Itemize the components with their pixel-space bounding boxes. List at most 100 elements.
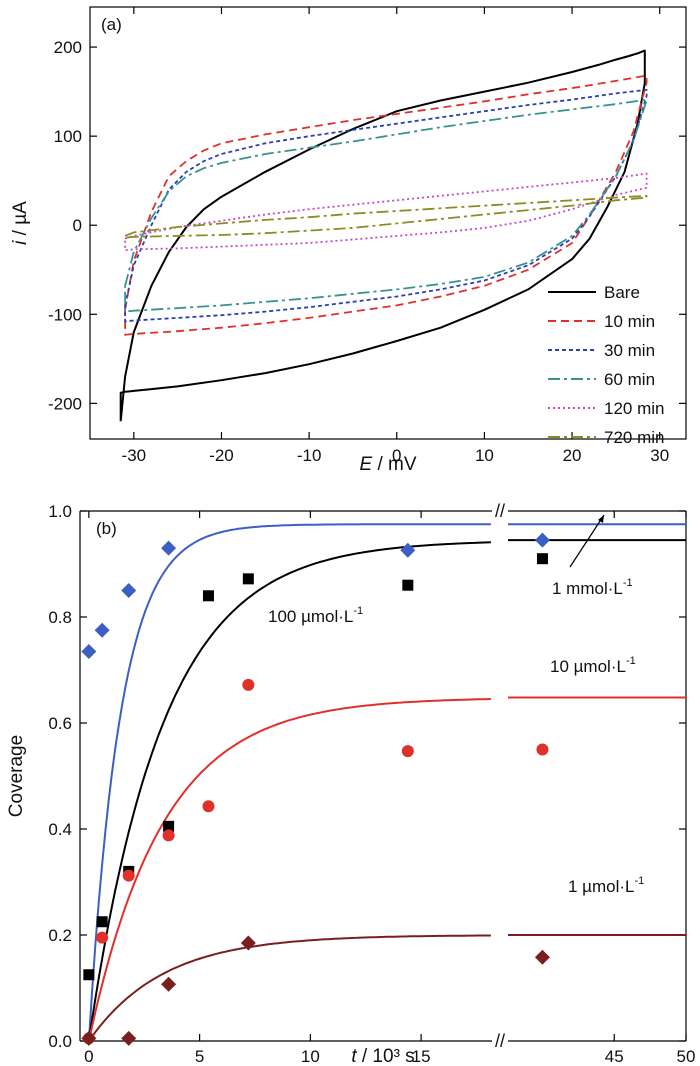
legend-label: Bare [604, 283, 640, 302]
panel-a-y-axis-unit: / µA [10, 201, 31, 241]
panel-a-x-tick-label: 20 [563, 446, 582, 465]
data-point-square [242, 573, 254, 585]
panel-a-y-tick-label: -100 [48, 305, 82, 324]
data-point-square [96, 916, 108, 928]
panel-a-x-axis-unit: / mV [372, 454, 417, 475]
legend-label: 30 min [604, 341, 655, 360]
panel-b-x-tick-label: 45 [605, 1047, 624, 1066]
annotation-1umol-main: 1 µmol·L [568, 877, 634, 896]
panel-a-y-tick-label: 200 [54, 38, 82, 57]
data-point-diamond [534, 532, 550, 548]
fit-curve [87, 541, 491, 1042]
axis-break-bottom: // [495, 1031, 505, 1051]
panel-a-x-tick-label: -20 [209, 446, 234, 465]
fit-curve [87, 698, 491, 1042]
panel-b-y-tick-label: 1.0 [48, 502, 72, 521]
data-point-circle [96, 931, 109, 944]
legend-label: 60 min [604, 370, 655, 389]
panel-b-plot-frame [79, 510, 687, 1042]
data-point-square [163, 820, 175, 832]
panel-b-x-tick-label: 15 [412, 1047, 431, 1066]
panel-b-x-tick-label: 5 [195, 1047, 204, 1066]
data-point-circle [202, 800, 215, 813]
data-point-square [536, 553, 548, 565]
data-point-circle [242, 678, 255, 691]
panel-a-x-tick-label: -10 [297, 446, 322, 465]
panel-a-label: (a) [101, 15, 122, 34]
panel-a-x-tick-label: 10 [475, 446, 494, 465]
annotation-100umol: 100 µmol·L-1 [268, 605, 363, 626]
data-point-diamond [121, 583, 137, 598]
panel-a-x-tick-label: 30 [650, 446, 669, 465]
cv-curve-60-min [124, 98, 648, 313]
data-point-circle [122, 869, 135, 882]
data-point-circle [162, 829, 175, 842]
panel-a-legend: Bare 10 min 30 min 60 min 120 min 720 min [548, 283, 664, 447]
panel-a-y-tick-label: 0 [73, 216, 82, 235]
annotation-100umol-main: 100 µmol·L [268, 607, 353, 626]
data-point-circle [401, 745, 414, 758]
data-point-square [402, 579, 414, 591]
panel-b-y-tick-label: 0.2 [48, 926, 72, 945]
panel-a-curves [119, 49, 648, 422]
fit-curve [88, 934, 491, 1042]
cv-curve-bare [119, 49, 646, 422]
data-point-diamond [81, 643, 97, 659]
panel-b-x-tick-label: 50 [677, 1047, 696, 1066]
cv-curve-120-min [124, 172, 648, 252]
panel-b-y-tick-label: 0.8 [48, 608, 72, 627]
annotation-100umol-sup: -1 [353, 605, 363, 617]
annotation-1umol: 1 µmol·L-1 [568, 875, 644, 896]
panel-b-y-axis-title: Coverage [6, 735, 27, 817]
panel-b-x-tick-label: 10 [301, 1047, 320, 1066]
panel-b-y-tick-label: 0.0 [48, 1032, 72, 1051]
annotation-arrow-line [569, 514, 605, 568]
annotation-10umol-sup: -1 [626, 655, 636, 667]
panel-b-x-axis-title: t / 10³ s [351, 1046, 414, 1066]
legend-label: 120 min [604, 399, 664, 418]
legend-label: 720 min [604, 428, 664, 447]
data-point-diamond [240, 935, 256, 951]
panel-b-x-tick-label: 0 [84, 1047, 93, 1066]
panel-a-plot-frame [89, 6, 687, 440]
panel-b-y-tick-label: 0.6 [48, 714, 72, 733]
data-point-diamond [81, 1030, 97, 1046]
data-point-circle [536, 743, 549, 756]
fit-curve [87, 523, 491, 1042]
annotation-1umol-sup: -1 [634, 875, 644, 887]
axis-break-top: // [495, 501, 505, 521]
data-point-diamond [534, 949, 550, 965]
panel-b-fit-curves [87, 523, 686, 1042]
data-point-square [202, 590, 214, 602]
panel-b-y-tick-label: 0.4 [48, 820, 72, 839]
panel-b: // // 0 5 10 15 45 50 0.0 0.2 0.4 0.6 0.8 1.0 (b) 1… [6, 501, 695, 1066]
axis-break-top-text: // [495, 501, 505, 521]
annotation-1mmol-sup: -1 [623, 577, 633, 589]
panel-a-x-axis-var: E [359, 454, 372, 475]
annotation-1mmol-main: 1 mmol·L [552, 579, 623, 598]
panel-a-x-tick-label: -30 [122, 446, 147, 465]
data-point-diamond [161, 976, 177, 992]
annotation-10umol-main: 10 µmol·L [550, 657, 626, 676]
panel-a-y-tick-label: 100 [54, 127, 82, 146]
panel-b-x-axis-unit: / 10³ s [357, 1046, 415, 1066]
panel-a-y-tick-label: -200 [48, 394, 82, 413]
panel-b-ticks: 0 5 10 15 45 50 0.0 0.2 0.4 0.6 0.8 1.0 [48, 502, 695, 1066]
axis-break-bottom-text: // [495, 1031, 505, 1051]
panel-a-x-axis-title: E / mV [359, 454, 416, 475]
panel-b-data-points [81, 532, 550, 1046]
cv-curve-720-min [124, 194, 648, 239]
cv-curve-10-min [124, 74, 648, 336]
panel-a-y-axis-var: i [10, 240, 31, 245]
legend-label: 10 min [604, 312, 655, 331]
annotation-1mmol: 1 mmol·L-1 [552, 577, 633, 598]
annotation-10umol: 10 µmol·L-1 [550, 655, 636, 676]
panel-a-x-tick-label: 0 [392, 446, 401, 465]
panel-b-x-axis-var: t [351, 1046, 357, 1066]
data-point-diamond [161, 540, 177, 556]
data-point-square [83, 969, 95, 981]
panel-a-y-axis-title: i / µA [10, 201, 31, 245]
data-point-diamond [121, 1030, 137, 1046]
